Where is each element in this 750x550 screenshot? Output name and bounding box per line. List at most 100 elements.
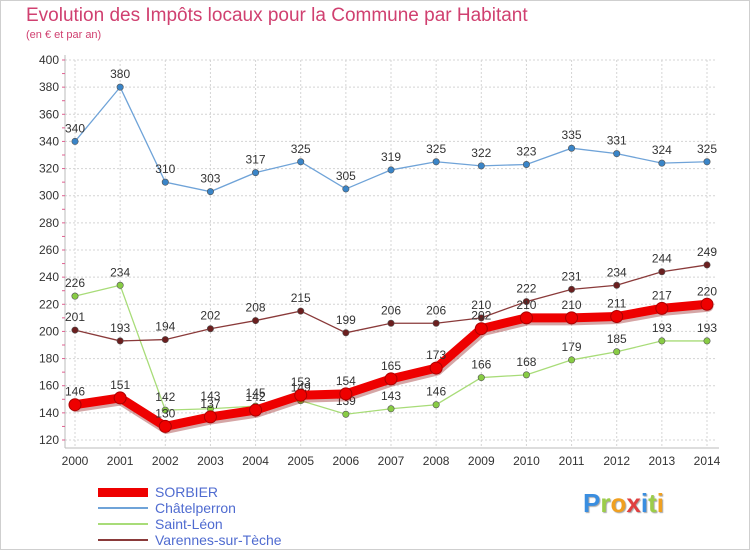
data-point-sorbier: [113, 391, 127, 405]
legend-swatch-ch-telperron: [98, 507, 148, 509]
data-point-ch-telperron: [477, 162, 485, 170]
y-tick-label: 140: [39, 406, 59, 420]
proxiti-logo: Proxiti: [583, 488, 664, 519]
data-point-saint-l-on: [342, 410, 350, 418]
y-tick-label: 400: [39, 53, 59, 67]
y-tick-label: 220: [39, 297, 59, 311]
data-label-sorbier: 211: [607, 297, 626, 311]
data-label-ch-telperron: 323: [516, 145, 536, 159]
data-point-sorbier: [429, 361, 443, 375]
data-point-saint-l-on: [116, 281, 124, 289]
data-point-saint-l-on: [613, 348, 621, 356]
y-tick-label: 380: [39, 80, 59, 94]
data-point-varennes-sur-t-che: [703, 261, 711, 269]
data-label-varennes-sur-t-che: 199: [336, 313, 356, 327]
data-point-varennes-sur-t-che: [71, 326, 79, 334]
data-point-ch-telperron: [432, 158, 440, 166]
x-tick-label: 2013: [649, 454, 676, 468]
legend-label-ch-telperron: Châtelperron: [155, 500, 236, 516]
data-label-saint-l-on: 179: [562, 340, 582, 354]
y-tick-label: 120: [39, 433, 59, 447]
data-point-varennes-sur-t-che: [432, 319, 440, 327]
data-label-saint-l-on: 226: [65, 276, 85, 290]
x-tick-label: 2004: [242, 454, 269, 468]
y-tick-label: 280: [39, 216, 59, 230]
legend-item-varennes-sur-t-che: Varennes-sur-Tèche: [98, 532, 282, 548]
data-point-ch-telperron: [297, 158, 305, 166]
logo-letter: i: [640, 488, 649, 518]
legend-label-sorbier: SORBIER: [155, 484, 219, 500]
data-point-ch-telperron: [161, 178, 169, 186]
y-tick-label: 340: [39, 134, 59, 148]
data-point-sorbier: [384, 372, 398, 386]
data-point-sorbier: [203, 410, 217, 424]
data-label-saint-l-on: 142: [155, 390, 175, 404]
x-tick-label: 2001: [107, 454, 134, 468]
data-point-varennes-sur-t-che: [658, 268, 666, 276]
data-point-saint-l-on: [477, 374, 485, 382]
data-label-sorbier: 210: [516, 298, 536, 312]
x-tick-label: 2011: [559, 454, 585, 468]
data-point-saint-l-on: [522, 371, 530, 379]
data-label-saint-l-on: 234: [110, 265, 130, 279]
data-point-sorbier: [655, 301, 669, 315]
x-tick-label: 2009: [468, 454, 495, 468]
data-point-varennes-sur-t-che: [116, 337, 124, 345]
data-label-saint-l-on: 168: [516, 355, 536, 369]
data-point-saint-l-on: [658, 337, 666, 345]
y-tick-label: 260: [39, 243, 59, 257]
x-tick-label: 2010: [513, 454, 540, 468]
data-label-varennes-sur-t-che: 202: [200, 309, 220, 323]
data-label-sorbier: 142: [246, 390, 266, 404]
data-point-sorbier: [249, 403, 263, 417]
data-point-saint-l-on: [432, 401, 440, 409]
legend-item-ch-telperron: Châtelperron: [98, 500, 282, 516]
data-label-saint-l-on: 143: [381, 389, 401, 403]
y-tick-label: 300: [39, 189, 59, 203]
logo-letter: P: [583, 488, 601, 518]
data-label-ch-telperron: 325: [426, 142, 446, 156]
data-point-sorbier: [158, 419, 172, 433]
data-point-varennes-sur-t-che: [568, 285, 576, 293]
data-label-varennes-sur-t-che: 244: [652, 252, 672, 266]
data-point-varennes-sur-t-che: [342, 329, 350, 337]
data-point-varennes-sur-t-che: [387, 319, 395, 327]
data-point-saint-l-on: [568, 356, 576, 364]
data-point-ch-telperron: [116, 83, 124, 91]
x-tick-label: 2005: [287, 454, 314, 468]
chart-legend: SORBIER Châtelperron Saint-Léon Varennes-su…: [98, 484, 282, 548]
y-tick-label: 180: [39, 352, 59, 366]
data-point-ch-telperron: [252, 169, 260, 177]
y-tick-label: 320: [39, 162, 59, 176]
data-point-ch-telperron: [703, 158, 711, 166]
y-tick-label: 240: [39, 270, 59, 284]
data-point-varennes-sur-t-che: [477, 314, 485, 322]
data-point-saint-l-on: [161, 406, 169, 414]
data-label-ch-telperron: 335: [562, 128, 582, 142]
data-label-varennes-sur-t-che: 231: [562, 269, 582, 283]
data-label-sorbier: 154: [336, 374, 356, 388]
data-label-saint-l-on: 146: [426, 385, 446, 399]
data-point-ch-telperron: [568, 144, 576, 152]
data-label-varennes-sur-t-che: 201: [65, 310, 85, 324]
data-label-ch-telperron: 317: [246, 153, 266, 167]
data-label-ch-telperron: 322: [471, 146, 491, 160]
data-point-sorbier: [519, 311, 533, 325]
data-label-sorbier: 146: [65, 385, 85, 399]
data-label-ch-telperron: 325: [697, 142, 717, 156]
data-point-saint-l-on: [387, 405, 395, 413]
data-point-sorbier: [565, 311, 579, 325]
data-label-varennes-sur-t-che: 222: [516, 282, 536, 296]
data-label-ch-telperron: 303: [200, 172, 220, 186]
data-label-varennes-sur-t-che: 194: [155, 320, 175, 334]
data-point-ch-telperron: [71, 137, 79, 145]
data-point-varennes-sur-t-che: [613, 281, 621, 289]
data-point-varennes-sur-t-che: [161, 336, 169, 344]
x-tick-label: 2000: [62, 454, 89, 468]
data-label-varennes-sur-t-che: 210: [471, 298, 491, 312]
data-label-sorbier: 217: [652, 288, 672, 302]
data-point-ch-telperron: [522, 161, 530, 169]
data-label-saint-l-on: 185: [607, 332, 627, 346]
legend-label-varennes-sur-t-che: Varennes-sur-Tèche: [155, 532, 282, 548]
